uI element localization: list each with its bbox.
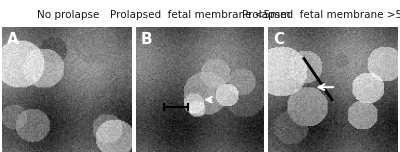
- Text: B: B: [141, 32, 153, 47]
- Text: Prolapsed  fetal membrane >5mm: Prolapsed fetal membrane >5mm: [242, 10, 400, 20]
- Text: C: C: [273, 32, 284, 47]
- Text: No prolapse: No prolapse: [37, 10, 99, 20]
- Text: Prolapsed  fetal membrane <5mm: Prolapsed fetal membrane <5mm: [110, 10, 290, 20]
- Text: A: A: [7, 32, 19, 47]
